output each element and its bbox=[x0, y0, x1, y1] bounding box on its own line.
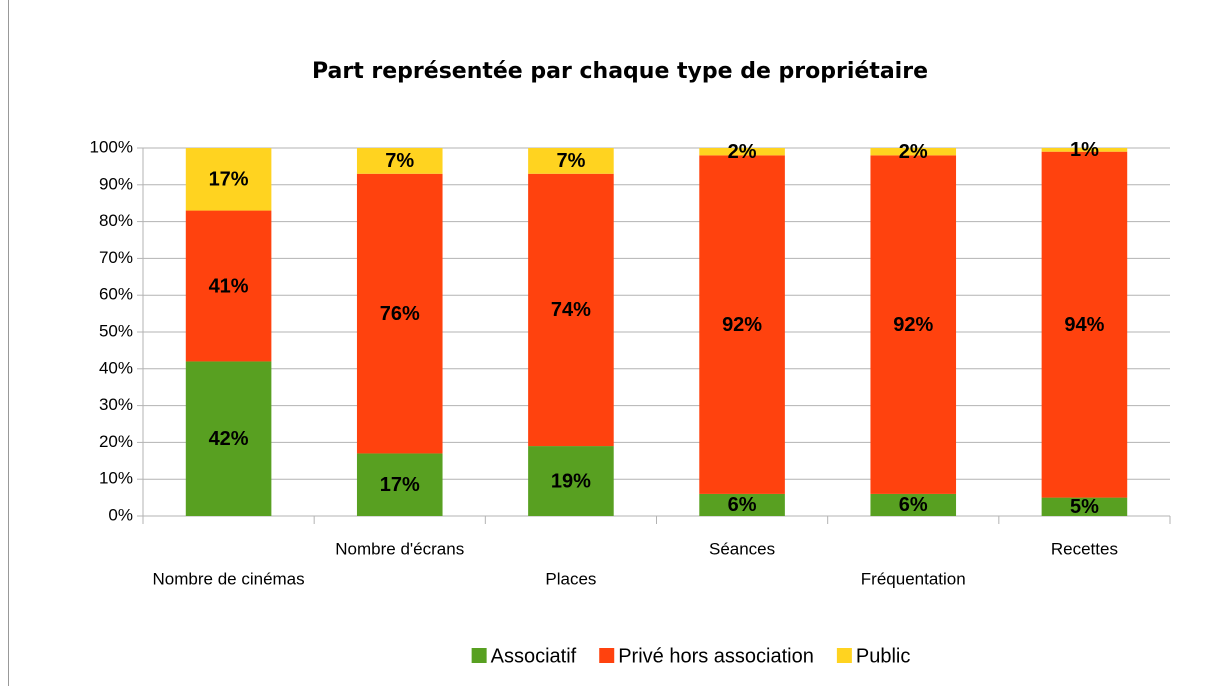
x-tick-label: Nombre d'écrans bbox=[335, 539, 464, 558]
bar-segment bbox=[1041, 151, 1128, 498]
bar-segment bbox=[356, 173, 443, 454]
data-label: 17% bbox=[380, 474, 420, 496]
data-label: 6% bbox=[899, 494, 928, 516]
data-label: 6% bbox=[728, 494, 757, 516]
x-tick-label: Fréquentation bbox=[861, 569, 966, 588]
data-label: 42% bbox=[209, 428, 249, 450]
data-label: 76% bbox=[380, 303, 420, 325]
bar-segment bbox=[699, 148, 785, 156]
y-tick-label: 100% bbox=[90, 137, 133, 156]
data-label: 19% bbox=[551, 470, 591, 492]
bar-segment bbox=[870, 155, 957, 494]
y-tick-label: 10% bbox=[99, 469, 133, 488]
y-tick-label: 30% bbox=[99, 395, 133, 414]
x-tick-label: Places bbox=[545, 569, 596, 588]
bar-segment bbox=[528, 148, 614, 174]
y-tick-label: 80% bbox=[99, 211, 133, 230]
data-label: 2% bbox=[728, 141, 757, 163]
data-label: 7% bbox=[385, 150, 414, 172]
legend-label: Associatif bbox=[491, 645, 577, 667]
y-tick-label: 40% bbox=[99, 358, 133, 377]
y-tick-label: 50% bbox=[99, 321, 133, 340]
bar-segment bbox=[185, 210, 272, 362]
bar-segment bbox=[1041, 497, 1128, 516]
x-tick-label: Séances bbox=[709, 539, 775, 558]
data-label: 7% bbox=[556, 150, 585, 172]
data-label: 74% bbox=[551, 299, 591, 321]
bar-segment bbox=[185, 361, 272, 516]
data-label: 41% bbox=[209, 275, 249, 297]
bar-segment bbox=[699, 493, 785, 516]
y-tick-label: 60% bbox=[99, 285, 133, 304]
data-label: 92% bbox=[722, 314, 762, 336]
y-tick-label: 90% bbox=[99, 174, 133, 193]
x-tick-label: Nombre de cinémas bbox=[153, 569, 305, 588]
data-label: 17% bbox=[209, 169, 249, 191]
bar-segment bbox=[528, 173, 614, 447]
bar-segment bbox=[185, 148, 272, 211]
data-label: 2% bbox=[899, 141, 928, 163]
y-tick-label: 70% bbox=[99, 248, 133, 267]
data-label: 5% bbox=[1070, 496, 1099, 518]
data-label: 92% bbox=[893, 314, 933, 336]
y-tick-label: 20% bbox=[99, 432, 133, 451]
x-tick-label: Recettes bbox=[1051, 539, 1118, 558]
data-label: 94% bbox=[1064, 314, 1104, 336]
bar-segment bbox=[870, 493, 957, 516]
legend-swatch bbox=[836, 648, 852, 663]
legend-swatch bbox=[471, 648, 487, 663]
bar-segment bbox=[1041, 148, 1128, 152]
data-label: 1% bbox=[1070, 139, 1099, 161]
legend-swatch bbox=[599, 648, 615, 663]
legend-label: Public bbox=[856, 645, 910, 667]
bar-segment bbox=[528, 446, 614, 516]
bar-segment bbox=[870, 148, 957, 156]
bar-segment bbox=[699, 155, 785, 494]
bar-segment bbox=[356, 148, 443, 174]
bar-segment bbox=[356, 453, 443, 516]
legend-label: Privé hors association bbox=[618, 645, 814, 667]
y-tick-label: 0% bbox=[108, 505, 133, 524]
chart-title: Part représentée par chaque type de prop… bbox=[312, 59, 928, 84]
